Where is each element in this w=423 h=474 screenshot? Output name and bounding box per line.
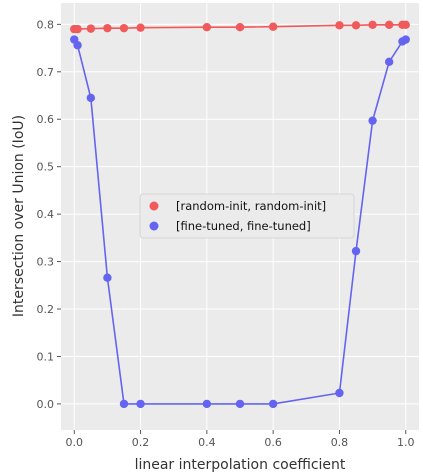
x-tick-label: 0.8: [331, 436, 349, 449]
y-axis-label: Intersection over Union (IoU): [11, 115, 27, 317]
data-point-1: [202, 399, 212, 409]
y-tick-label: 0.2: [37, 303, 55, 316]
data-point-0: [335, 21, 344, 30]
data-point-0: [73, 24, 82, 34]
data-point-0: [401, 20, 410, 30]
x-tick-label: 0.0: [66, 436, 84, 449]
y-tick-label: 0.0: [37, 398, 55, 411]
data-point-0: [268, 22, 278, 31]
x-axis-label: linear interpolation coefficient: [135, 457, 346, 473]
x-tick-label: 0.4: [198, 436, 216, 449]
data-point-0: [136, 23, 145, 32]
data-point-1: [351, 246, 361, 256]
data-point-0: [368, 20, 377, 30]
data-point-1: [384, 57, 394, 67]
data-point-0: [202, 22, 212, 32]
y-tick-label: 0.5: [37, 161, 55, 174]
data-point-1: [335, 388, 344, 398]
data-point-0: [86, 24, 96, 33]
data-point-0: [103, 23, 112, 33]
data-point-1: [119, 399, 129, 409]
y-tick-label: 0.6: [37, 113, 55, 126]
data-point-1: [136, 399, 145, 409]
legend: [random-init, random-init] [fine-tuned, …: [139, 193, 355, 239]
data-point-1: [235, 399, 245, 409]
x-tick-label: 0.6: [264, 436, 282, 449]
y-tick-label: 0.3: [37, 256, 55, 269]
y-tick-label: 0.7: [37, 66, 55, 79]
x-tick-label: 1.0: [397, 436, 415, 449]
legend-marker-random-init: [149, 201, 159, 211]
data-point-1: [268, 399, 278, 409]
y-tick-label: 0.1: [37, 350, 55, 363]
data-point-1: [86, 93, 96, 103]
x-axis-ticks: 0.0 0.2 0.4 0.6 0.8 1.0: [66, 430, 415, 449]
y-axis-ticks: 0.0 0.1 0.2 0.3 0.4 0.5 0.6 0.7 0.8: [37, 18, 61, 411]
data-point-1: [73, 41, 82, 50]
data-point-0: [384, 20, 394, 30]
data-point-0: [119, 23, 129, 33]
data-point-0: [235, 22, 245, 32]
series-points: [70, 20, 410, 409]
y-tick-label: 0.4: [37, 208, 55, 221]
data-point-1: [401, 35, 410, 44]
data-point-1: [368, 116, 377, 125]
x-tick-label: 0.2: [132, 436, 150, 449]
legend-box: [139, 193, 355, 239]
y-tick-label: 0.8: [37, 18, 55, 31]
legend-label-random-init: [random-init, random-init]: [176, 199, 326, 213]
legend-marker-fine-tuned: [149, 221, 159, 231]
data-point-1: [103, 273, 112, 282]
data-point-0: [351, 21, 361, 30]
legend-label-fine-tuned: [fine-tuned, fine-tuned]: [176, 219, 311, 233]
